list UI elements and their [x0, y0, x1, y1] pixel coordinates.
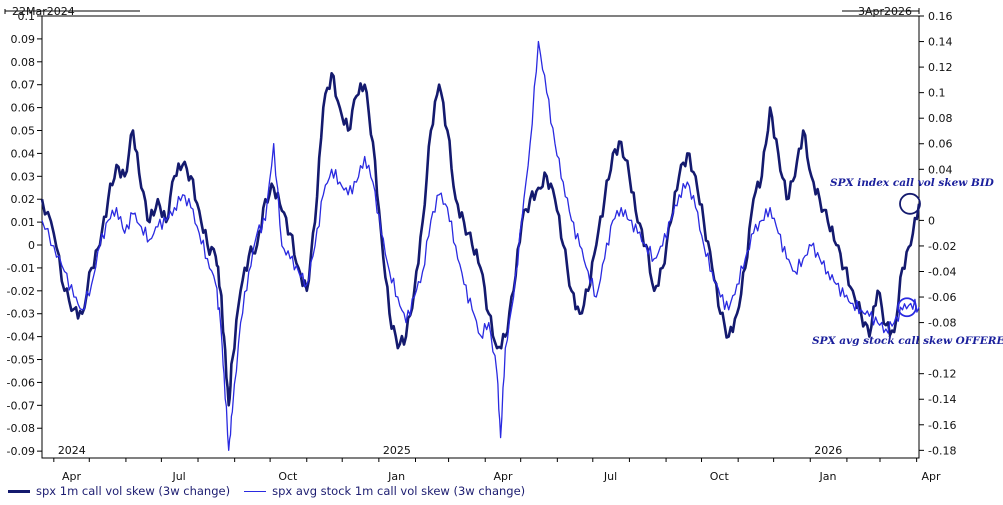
right-tick-label: -0.14	[928, 393, 956, 406]
left-tick-label: 0.07	[11, 79, 36, 92]
left-tick-label: 0.09	[11, 33, 36, 46]
legend-label-spx-index: spx 1m call vol skew (3w change)	[36, 484, 231, 498]
legend: spx 1m call vol skew (3w change) spx avg…	[8, 484, 539, 498]
left-y-axis: 0.1 0.09 0.08 0.07 0.06 0.05 0.04 0.03 0.02 0.01 0…	[7, 10, 42, 458]
end-date-label: 3Apr2026	[858, 5, 912, 18]
legend-item-spx-index: spx 1m call vol skew (3w change)	[8, 484, 230, 498]
x-tick-label: Oct	[710, 470, 730, 482]
left-tick-label: 0.04	[11, 147, 36, 160]
right-tick-label: -0.02	[928, 240, 956, 253]
left-tick-label: -0.01	[7, 262, 35, 275]
right-tick-label: -0.12	[928, 368, 956, 381]
x-tick-label: Jul	[171, 470, 185, 482]
left-tick-label: 0	[28, 239, 35, 252]
right-tick-label: 0.1	[928, 87, 946, 100]
x-axis: Apr Jul Oct Jan Apr Jul Oct Jan Apr 2024 2025 2026	[53, 444, 941, 482]
left-tick-label: -0.06	[7, 376, 35, 389]
left-tick-label: 0.05	[11, 125, 36, 138]
right-tick-label: -0.16	[928, 419, 956, 432]
annotation-stock-offered: SPX avg stock call skew OFFERED	[812, 335, 1003, 347]
chart: 0.1 0.09 0.08 0.07 0.06 0.05 0.04 0.03 0.02 0.01 0…	[4, 5, 1003, 482]
left-tick-label: -0.07	[7, 399, 35, 412]
left-tick-label: -0.03	[7, 308, 35, 321]
left-tick-label: 0.1	[18, 10, 36, 23]
annotation-circle-offered	[897, 297, 917, 318]
x-tick-label: Jan	[819, 470, 837, 482]
series-line-spx-avg-stock	[41, 40, 920, 451]
x-tick-label: Apr	[921, 470, 941, 482]
start-date-label: 22Mar2024	[12, 5, 75, 18]
left-tick-label: 0.08	[11, 56, 36, 69]
right-tick-label: 0.12	[928, 61, 953, 74]
left-tick-label: 0.03	[11, 170, 36, 183]
annotation-circle-bid	[899, 192, 921, 215]
left-tick-label: -0.04	[7, 331, 35, 344]
right-tick-label: 0.04	[928, 163, 953, 176]
left-tick-label: 0.06	[11, 102, 36, 115]
series-layer	[40, 40, 921, 451]
right-tick-label: 0.14	[928, 36, 953, 49]
right-tick-label: -0.06	[928, 291, 956, 304]
plot-frame	[41, 15, 920, 459]
x-tick-label: Apr	[493, 470, 513, 482]
x-year-label: 2024	[58, 444, 86, 457]
right-tick-label: -0.18	[928, 444, 956, 457]
legend-swatch-spx-index	[8, 489, 30, 493]
right-tick-label: 0.16	[928, 10, 953, 23]
left-tick-label: -0.02	[7, 285, 35, 298]
left-tick-label: -0.05	[7, 354, 35, 367]
x-tick-label: Apr	[62, 470, 82, 482]
legend-label-spx-avg-stock: spx avg stock 1m call vol skew (3w chang…	[272, 484, 526, 498]
right-tick-label: 0.08	[928, 112, 953, 125]
x-tick-label: Jul	[603, 470, 617, 482]
right-y-axis: 0.16 0.14 0.12 0.1 0.08 0.06 0.04 0 -0.02 -0.04 -0…	[919, 10, 956, 457]
x-year-label: 2026	[814, 444, 842, 457]
x-tick-label: Oct	[278, 470, 298, 482]
right-tick-label: -0.08	[928, 317, 956, 330]
left-tick-label: -0.08	[7, 422, 35, 435]
annotation-spx-index-bid: SPX index call vol skew BID	[830, 177, 995, 189]
right-tick-label: 0	[928, 214, 935, 227]
right-tick-label: 0.06	[928, 138, 953, 151]
series-line-spx-index	[40, 72, 921, 407]
x-year-label: 2025	[383, 444, 411, 457]
left-tick-label: 0.02	[11, 193, 36, 206]
left-tick-label: 0.01	[11, 216, 36, 229]
legend-swatch-spx-avg-stock	[244, 490, 267, 492]
left-tick-label: -0.09	[7, 445, 35, 458]
legend-item-spx-avg-stock: spx avg stock 1m call vol skew (3w chang…	[244, 484, 525, 498]
x-tick-label: Jan	[387, 470, 405, 482]
right-tick-label: -0.04	[928, 265, 956, 278]
